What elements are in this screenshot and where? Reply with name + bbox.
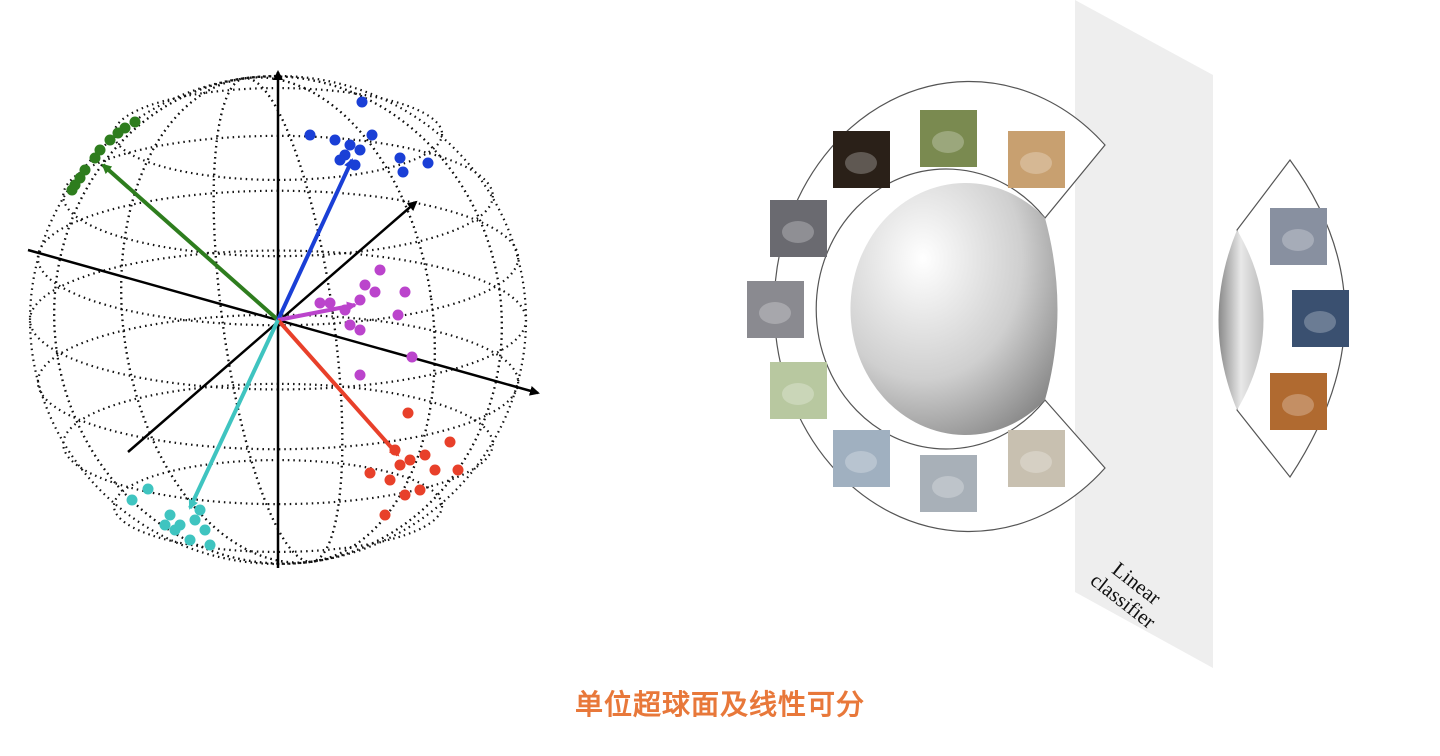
parallel	[28, 249, 528, 391]
figure-caption: 单位超球面及线性可分	[574, 688, 865, 721]
dog-photo-icon	[920, 110, 977, 167]
feature-point	[184, 534, 196, 546]
feature-point	[159, 519, 171, 531]
feature-point	[204, 539, 216, 551]
feature-point	[104, 134, 116, 146]
feature-point	[199, 524, 211, 536]
feature-point	[354, 369, 366, 381]
cat-photo-icon	[1270, 373, 1327, 430]
feature-point	[324, 297, 336, 309]
feature-point	[354, 144, 366, 156]
feature-point	[66, 184, 78, 196]
feature-point	[304, 129, 316, 141]
feature-point	[422, 157, 434, 169]
feature-point	[354, 294, 366, 306]
feature-point	[94, 144, 106, 156]
feature-point	[356, 96, 368, 108]
feature-point	[112, 127, 124, 139]
feature-point	[334, 154, 346, 166]
feature-point	[444, 436, 456, 448]
feature-point	[126, 494, 138, 506]
feature-point	[392, 309, 404, 321]
airplane-photo-icon	[920, 455, 977, 512]
feature-point	[189, 514, 201, 526]
feature-point	[359, 279, 371, 291]
feature-point	[169, 524, 181, 536]
feature-point	[194, 504, 206, 516]
class-mean-arrow	[101, 163, 280, 322]
feature-point	[329, 134, 341, 146]
feature-point	[74, 172, 86, 184]
class-mean-arrow	[276, 158, 354, 321]
feature-point	[369, 286, 381, 298]
normalized-sphere	[850, 183, 1058, 435]
feature-point	[314, 297, 326, 309]
feature-point	[394, 459, 406, 471]
class-mean-arrow	[276, 318, 400, 457]
sphere-cap	[1218, 230, 1264, 410]
feature-point	[399, 489, 411, 501]
feature-point	[339, 304, 351, 316]
feature-point	[394, 152, 406, 164]
feature-point	[429, 464, 441, 476]
cat-photo-icon	[1292, 290, 1349, 347]
feature-point	[379, 509, 391, 521]
feature-point	[399, 286, 411, 298]
feature-point	[364, 467, 376, 479]
feature-point	[404, 454, 416, 466]
car-photo-icon	[770, 362, 827, 419]
feature-point	[129, 116, 141, 128]
feature-point	[414, 484, 426, 496]
feature-point	[164, 509, 176, 521]
feature-point	[397, 166, 409, 178]
meridian	[120, 76, 436, 564]
airplane-photo-icon	[833, 430, 890, 487]
feature-point	[354, 324, 366, 336]
feature-point	[452, 464, 464, 476]
car-photo-icon	[747, 281, 804, 338]
dog-photo-icon	[833, 131, 890, 188]
feature-point	[402, 407, 414, 419]
linear-classifier-plane	[1075, 0, 1213, 668]
car-photo-icon	[770, 200, 827, 257]
airplane-photo-icon	[1008, 430, 1065, 487]
cat-photo-icon	[1270, 208, 1327, 265]
feature-point	[406, 351, 418, 363]
feature-point	[366, 129, 378, 141]
feature-point	[419, 449, 431, 461]
feature-point	[389, 444, 401, 456]
feature-point	[89, 152, 101, 164]
feature-point	[349, 159, 361, 171]
feature-point	[344, 319, 356, 331]
feature-point	[344, 139, 356, 151]
image-thumbnails	[747, 110, 1349, 512]
feature-ring	[773, 80, 1106, 533]
dog-photo-icon	[1008, 131, 1065, 188]
class-mean-arrow	[188, 319, 280, 510]
feature-point	[142, 483, 154, 495]
feature-point	[79, 164, 91, 176]
feature-point	[374, 264, 386, 276]
feature-point	[384, 474, 396, 486]
class-clusters	[66, 96, 464, 551]
